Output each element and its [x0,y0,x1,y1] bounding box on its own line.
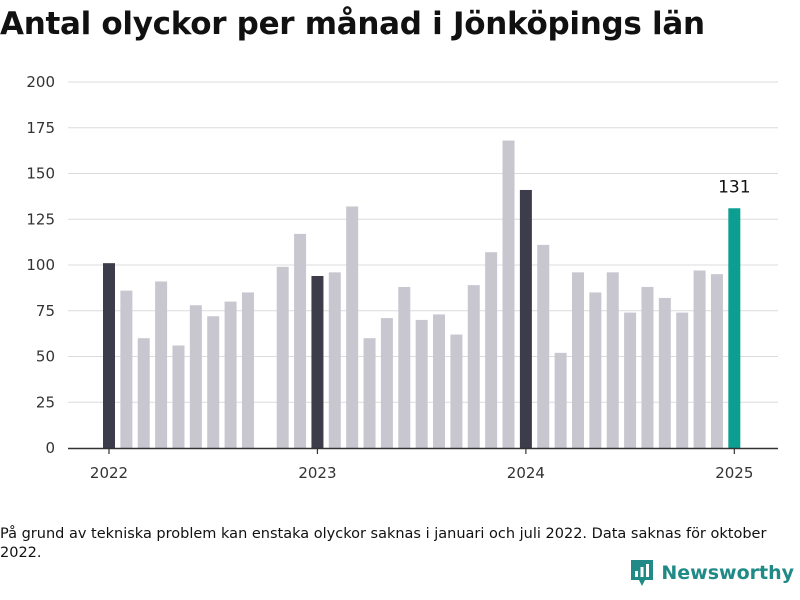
bar-2024-04 [571,272,584,448]
bar-2022-07 [207,316,220,448]
x-tick-label: 2024 [507,464,545,480]
bar-2023-03 [346,206,359,448]
bar-2023-12 [502,140,515,448]
x-axis: 2022 2023 2024 2025 [68,447,778,480]
y-tick-label: 0 [45,439,55,457]
bar-2024-02 [537,244,550,448]
bar-2024-03 [554,352,567,448]
bar-2023-08 [433,314,446,448]
bar-2024-05 [589,292,602,448]
bar-2022-09 [241,292,254,448]
y-tick-label: 50 [36,348,55,366]
bar-2024-12 [710,274,723,448]
newsworthy-logo-icon [631,560,654,586]
bar-2022-05 [172,345,185,448]
annotations: 131 [718,177,750,197]
bar-2024-06 [606,272,619,448]
bar-2023-06 [398,286,411,448]
y-tick-label: 175 [26,119,55,137]
bar-2022-06 [189,305,202,448]
y-tick-label: 75 [36,302,55,320]
chart-title: Antal olyckor per månad i Jönköpings län [0,6,705,42]
bar-2022-04 [155,281,168,448]
bar-2022-03 [137,338,150,448]
bar-2023-04 [363,338,376,448]
gridlines [68,81,778,403]
brand-name: Newsworthy [661,562,794,584]
bar-2023-07 [415,319,428,448]
bar-2024-07 [624,312,637,448]
bar-2023-01 [311,275,324,448]
x-tick-label: 2022 [90,464,128,480]
y-axis-ticks: 0 25 50 75 100 125 150 175 200 [26,73,55,457]
value-label-latest: 131 [718,177,750,197]
y-tick-label: 100 [26,256,55,274]
y-tick-label: 150 [26,165,55,183]
bar-2024-08 [641,286,654,448]
bar-2022-01 [103,263,115,448]
y-tick-label: 25 [36,393,55,411]
bars [103,140,741,448]
bar-2023-02 [328,272,341,448]
bar-2023-09 [450,334,463,448]
bar-2024-11 [693,270,706,448]
bar-2023-05 [380,318,393,448]
x-tick-label: 2025 [715,464,753,480]
brand-logo: Newsworthy [629,558,794,588]
bar-2022-02 [120,290,133,448]
bar-2022-08 [224,301,237,448]
bar-2023-11 [485,252,498,448]
x-tick-label: 2023 [298,464,336,480]
y-tick-label: 125 [26,210,55,228]
bar-2022-12 [294,233,307,448]
footnote: På grund av tekniska problem kan enstaka… [0,526,767,561]
bar-2025-01 [728,208,741,448]
bar-2023-10 [467,285,480,448]
bar-2024-09 [658,297,671,448]
bar-2024-10 [676,312,689,448]
y-tick-label: 200 [26,73,55,91]
bar-2024-01 [519,189,532,448]
bar-2022-11 [276,266,289,448]
